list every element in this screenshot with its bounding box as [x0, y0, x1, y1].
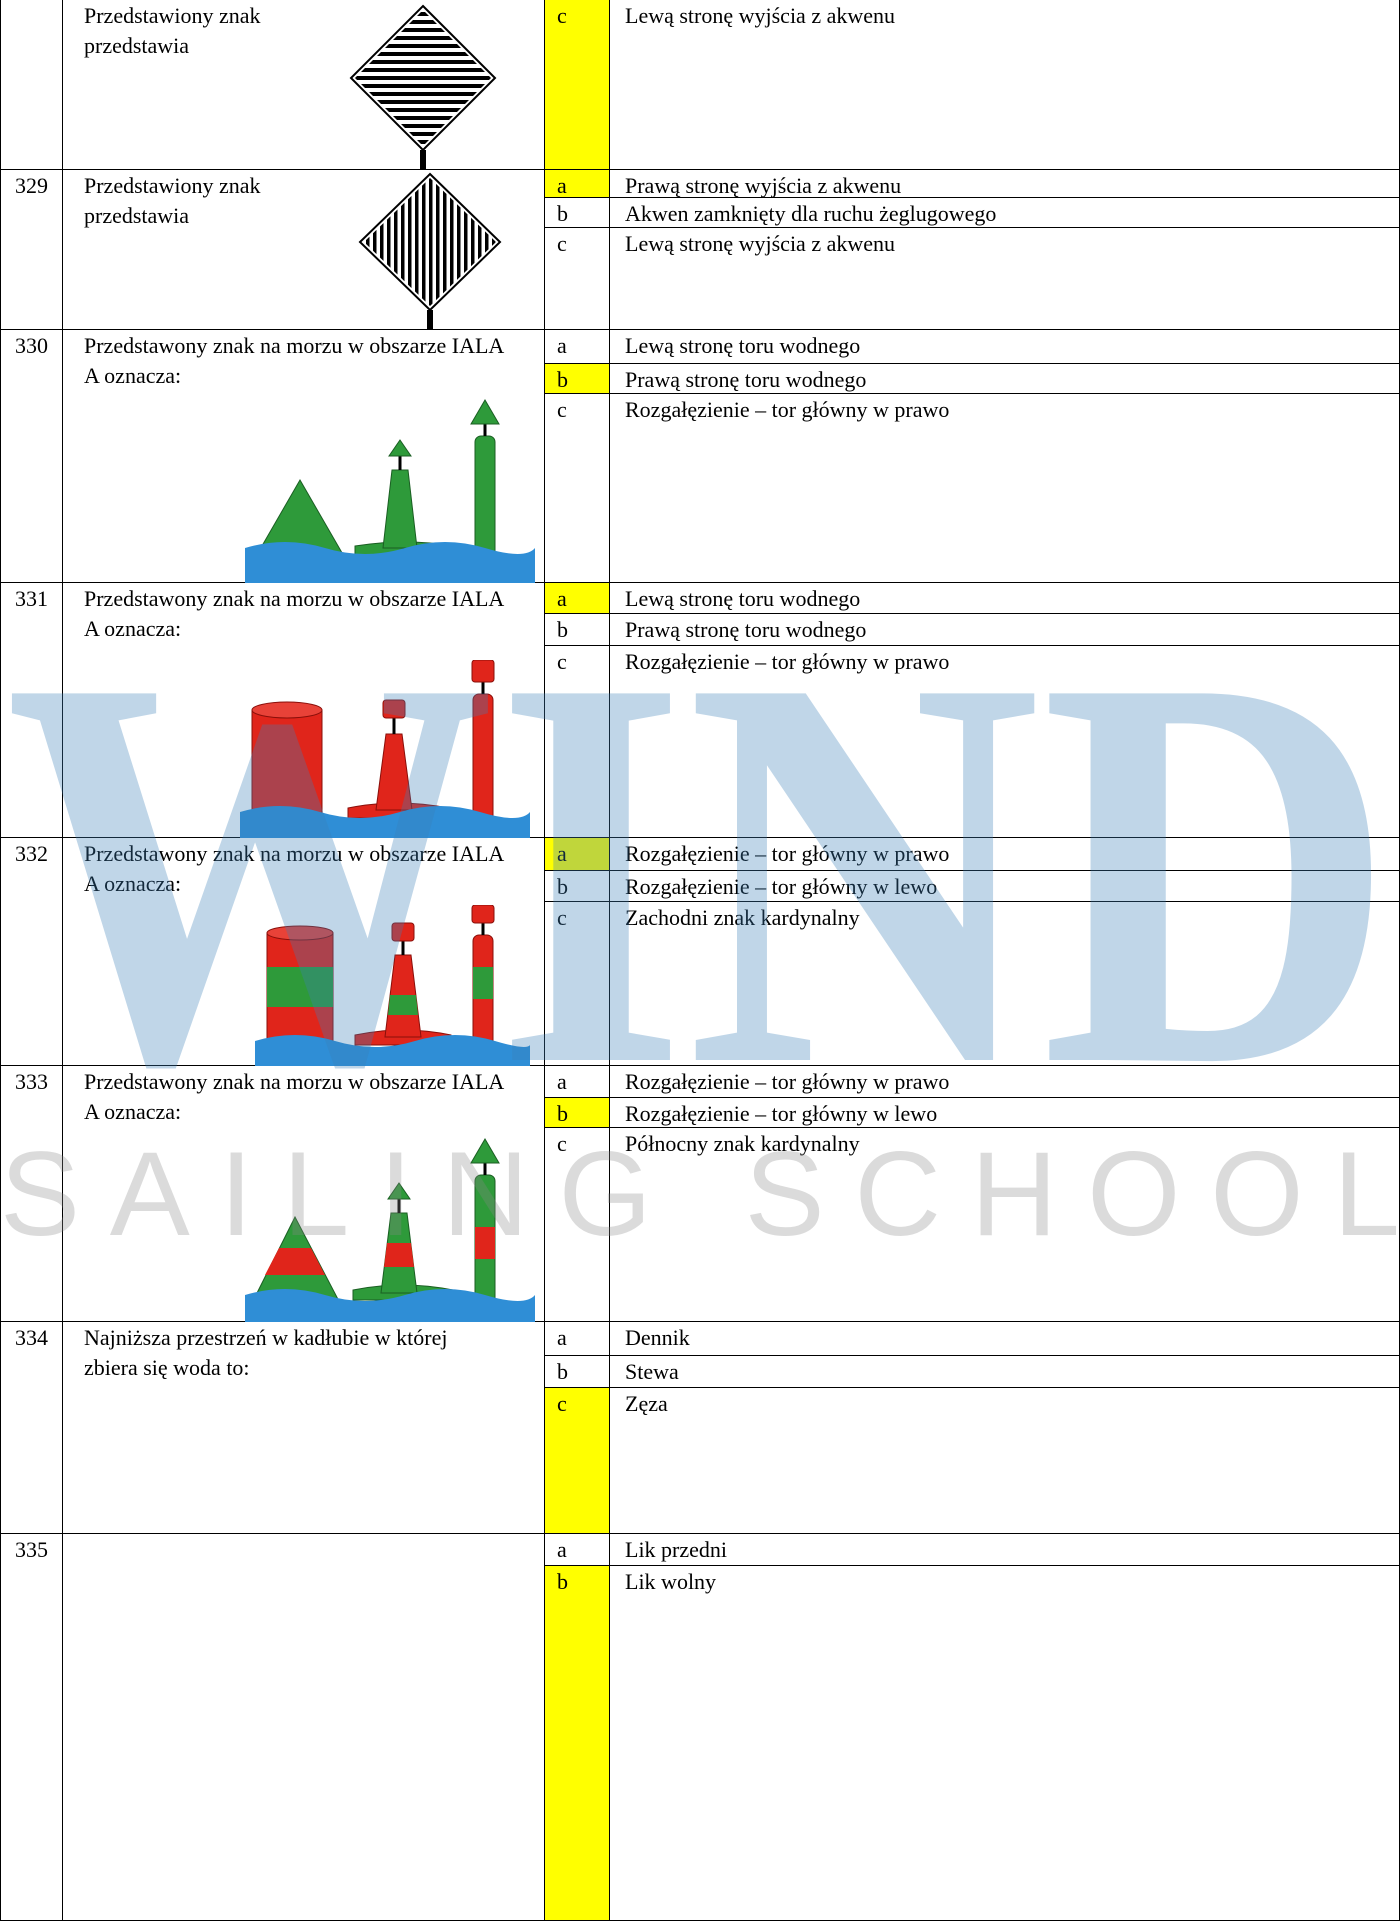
option-text: Lik wolny — [610, 1566, 1400, 1921]
question-label: Przedstawony znak na morzu w obszarze IA… — [84, 1069, 504, 1124]
option-text: Lewą stronę wyjścia z akwenu — [610, 228, 1400, 330]
option-letter: b — [545, 1356, 610, 1388]
option-letter: b — [545, 1098, 610, 1128]
option-letter: a — [545, 1534, 610, 1566]
option-letter: c — [545, 646, 610, 838]
option-text: Prawą stronę wyjścia z akwenu — [610, 170, 1400, 198]
option-letter: b — [545, 871, 610, 902]
question-number — [0, 0, 63, 170]
option-letter: a — [545, 1066, 610, 1098]
question-number: 332 — [0, 838, 63, 1066]
question-text: Przedstawony znak na morzu w obszarze IA… — [63, 838, 545, 1066]
option-text: Rozgałęzienie – tor główny w lewo — [610, 1098, 1400, 1128]
option-text: Lik przedni — [610, 1534, 1400, 1566]
option-text: Rozgałęzienie – tor główny w prawo — [610, 646, 1400, 838]
option-text: Rozgałęzienie – tor główny w lewo — [610, 871, 1400, 902]
option-text: Rozgałęzienie – tor główny w prawo — [610, 1066, 1400, 1098]
option-text: Rozgałęzienie – tor główny w prawo — [610, 838, 1400, 871]
option-letter: b — [545, 614, 610, 646]
option-text: Prawą stronę toru wodnego — [610, 364, 1400, 394]
question-number: 329 — [0, 170, 63, 330]
question-label: Przedstawony znak na morzu w obszarze IA… — [84, 333, 504, 388]
option-text: Zęza — [610, 1388, 1400, 1534]
question-text: Przedstawiony znak przedstawia — [63, 170, 545, 330]
option-letter: b — [545, 198, 610, 228]
option-letter: c — [545, 394, 610, 583]
option-text: Prawą stronę toru wodnego — [610, 614, 1400, 646]
option-text: Lewą stronę wyjścia z akwenu — [610, 0, 1400, 170]
question-text: Przedstawony znak na morzu w obszarze IA… — [63, 1066, 545, 1322]
question-text: Przedstawony znak na morzu w obszarze IA… — [63, 330, 545, 583]
option-letter: a — [545, 583, 610, 614]
option-text: Rozgałęzienie – tor główny w prawo — [610, 394, 1400, 583]
option-letter: a — [545, 1322, 610, 1356]
question-label: Najniższa przestrzeń w kadłubie w której… — [84, 1325, 448, 1380]
question-label: Przedstawiony znak przedstawia — [84, 173, 261, 228]
question-label: Przedstawony znak na morzu w obszarze IA… — [84, 586, 504, 641]
option-letter: b — [545, 364, 610, 394]
question-text — [63, 1534, 545, 1921]
option-letter: a — [545, 330, 610, 364]
option-text: Stewa — [610, 1356, 1400, 1388]
question-number: 333 — [0, 1066, 63, 1322]
option-text: Północny znak kardynalny — [610, 1128, 1400, 1322]
question-text: Przedstawiony znak przedstawia — [63, 0, 545, 170]
option-text: Zachodni znak kardynalny — [610, 902, 1400, 1066]
option-text: Akwen zamknięty dla ruchu żeglugowego — [610, 198, 1400, 228]
option-text: Lewą stronę toru wodnego — [610, 583, 1400, 614]
option-text: Dennik — [610, 1322, 1400, 1356]
question-number: 335 — [0, 1534, 63, 1921]
option-letter: c — [545, 1388, 610, 1534]
question-label: Przedstawiony znak przedstawia — [84, 3, 261, 58]
question-number: 331 — [0, 583, 63, 838]
option-letter: a — [545, 170, 610, 198]
option-letter: b — [545, 1566, 610, 1921]
option-letter: c — [545, 1128, 610, 1322]
question-number: 334 — [0, 1322, 63, 1534]
option-letter: c — [545, 228, 610, 330]
option-letter: c — [545, 0, 610, 170]
question-text: Najniższa przestrzeń w kadłubie w której… — [63, 1322, 545, 1534]
question-number: 330 — [0, 330, 63, 583]
question-label: Przedstawony znak na morzu w obszarze IA… — [84, 841, 504, 896]
option-text: Lewą stronę toru wodnego — [610, 330, 1400, 364]
question-text: Przedstawony znak na morzu w obszarze IA… — [63, 583, 545, 838]
option-letter: c — [545, 902, 610, 1066]
option-letter: a — [545, 838, 610, 871]
